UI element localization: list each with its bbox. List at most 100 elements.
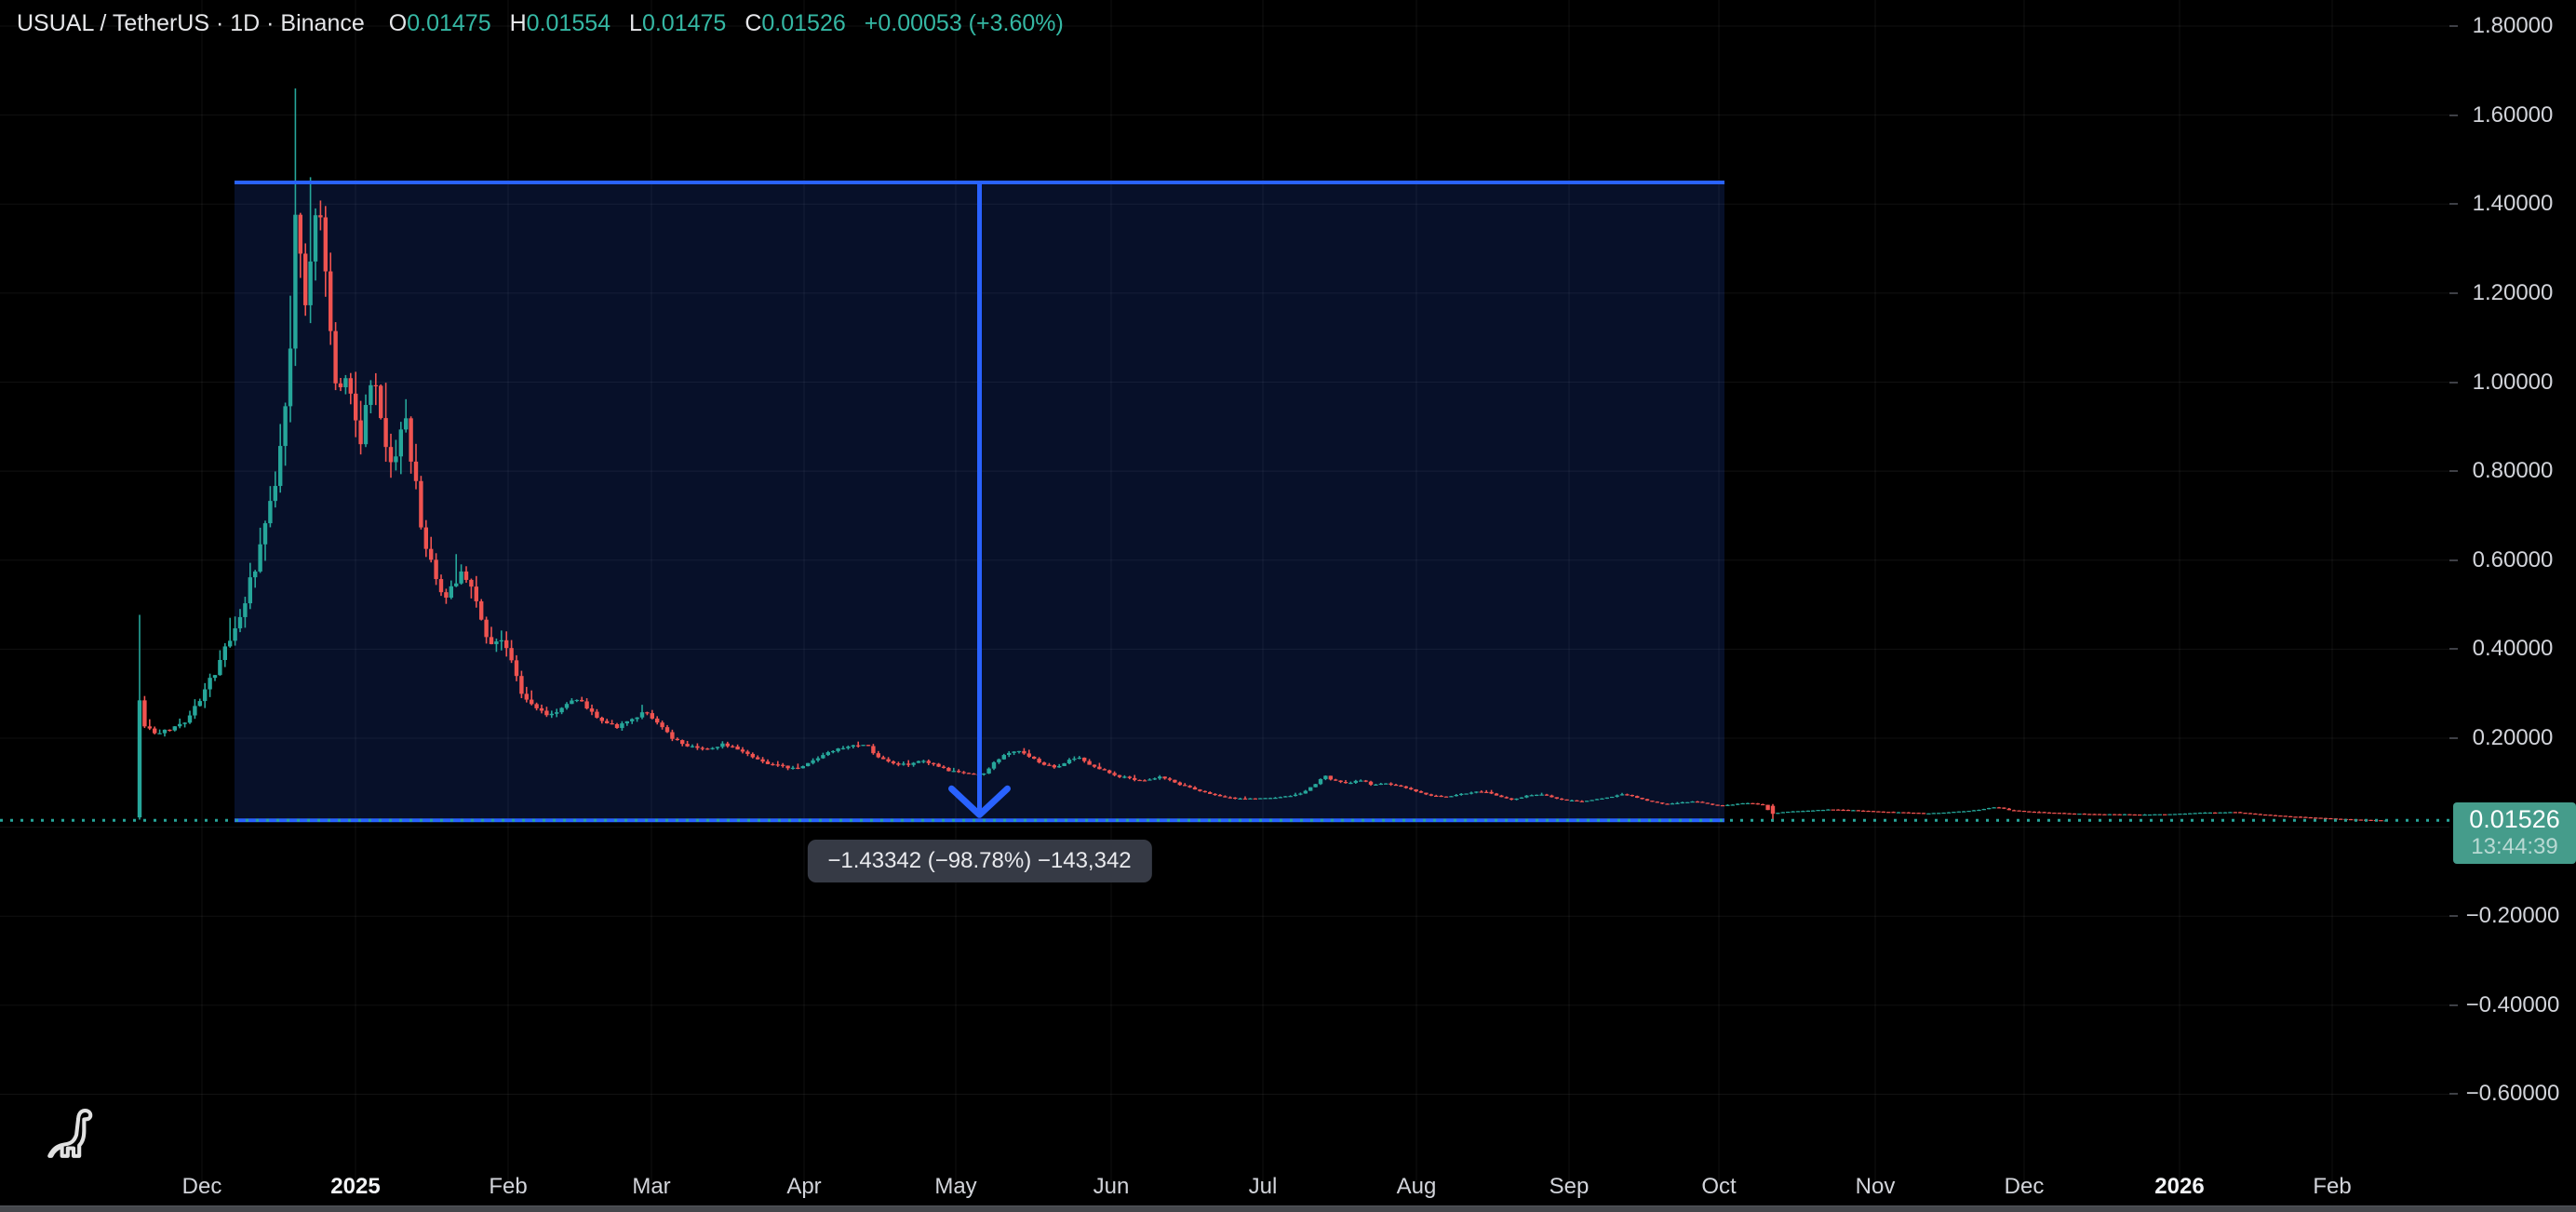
candle-body bbox=[1037, 759, 1041, 763]
candle-body bbox=[1418, 791, 1424, 793]
candle-body bbox=[1952, 812, 1956, 814]
candle-body bbox=[329, 271, 333, 331]
candle-body bbox=[639, 712, 645, 718]
candle-body bbox=[675, 738, 679, 741]
candle-body bbox=[2298, 816, 2303, 818]
dino-logo-icon bbox=[47, 1108, 93, 1158]
symbol-title[interactable]: USUAL / TetherUS · 1D · Binance bbox=[17, 10, 365, 36]
candle-body bbox=[509, 648, 514, 661]
candle-body bbox=[288, 348, 293, 407]
candle-body bbox=[2328, 817, 2333, 820]
price-axis-tick bbox=[2449, 736, 2458, 739]
candle-body bbox=[1162, 776, 1167, 779]
candle-body bbox=[1137, 779, 1142, 782]
candle-body bbox=[2247, 813, 2253, 815]
candle-body bbox=[1133, 777, 1137, 780]
candle-body bbox=[811, 760, 815, 763]
candle-body bbox=[1328, 775, 1333, 780]
candle-body bbox=[1690, 801, 1695, 803]
symbol-legend[interactable]: USUAL / TetherUS · 1D · Binance O0.01475 H… bbox=[17, 7, 1064, 39]
candle-body bbox=[1504, 797, 1509, 799]
candle-body bbox=[1288, 796, 1293, 798]
price-axis-label: 0.60000 bbox=[2472, 546, 2554, 572]
candle-body bbox=[2288, 815, 2293, 817]
candle-body bbox=[1368, 781, 1374, 785]
candle-body bbox=[1730, 804, 1735, 806]
candle-body bbox=[2197, 813, 2203, 815]
candle-body bbox=[1715, 804, 1720, 806]
candle-body bbox=[1971, 810, 1977, 812]
time-axis-label: Dec bbox=[181, 1174, 222, 1199]
last-price-badge[interactable]: 0.01526 13:44:39 bbox=[2453, 802, 2576, 865]
candle-body bbox=[524, 694, 529, 700]
price-axis-label: −0.20000 bbox=[2465, 903, 2560, 929]
candle-body bbox=[896, 763, 901, 765]
candle-body bbox=[745, 751, 750, 754]
candle-body bbox=[530, 699, 534, 705]
candle-body bbox=[1816, 810, 1820, 812]
candle-body bbox=[1147, 779, 1152, 781]
candle-body bbox=[348, 378, 353, 394]
candle-body bbox=[1057, 765, 1062, 768]
candle-body bbox=[840, 747, 846, 749]
candle-body bbox=[1600, 798, 1604, 800]
candle-body bbox=[1579, 801, 1584, 802]
candle-body bbox=[800, 766, 805, 769]
candle-body bbox=[1233, 797, 1238, 800]
candle-body bbox=[1112, 773, 1117, 775]
candle-body bbox=[2021, 810, 2027, 813]
candle-body bbox=[489, 637, 494, 644]
candle-body bbox=[1529, 795, 1534, 797]
time-axis-label: Nov bbox=[1855, 1174, 1896, 1199]
candle-body bbox=[1032, 756, 1037, 760]
candle-body bbox=[1479, 791, 1483, 793]
candle-body bbox=[1384, 783, 1389, 785]
candle-body bbox=[1117, 774, 1122, 777]
candle-body bbox=[1403, 786, 1408, 788]
candle-body bbox=[705, 748, 710, 750]
candle-body bbox=[1615, 795, 1619, 797]
candle-body bbox=[1158, 776, 1162, 779]
candle-body bbox=[1670, 803, 1675, 805]
candle-body bbox=[806, 762, 811, 767]
candle-body bbox=[932, 762, 936, 764]
candle-body bbox=[1535, 794, 1539, 796]
candle-body bbox=[1660, 802, 1665, 804]
candle-body bbox=[825, 752, 830, 756]
price-axis-tick bbox=[2449, 559, 2458, 561]
price-axis-tick bbox=[2449, 648, 2458, 651]
candle-body bbox=[2037, 812, 2042, 814]
candle-body bbox=[1494, 793, 1499, 796]
candle-body bbox=[1142, 780, 1147, 782]
candle-body bbox=[147, 726, 152, 729]
time-axis-label: Feb bbox=[2313, 1174, 2352, 1199]
candle-body bbox=[1308, 787, 1313, 791]
candle-body bbox=[1665, 803, 1670, 805]
candle-body bbox=[1921, 813, 1926, 815]
candle-body bbox=[1177, 782, 1182, 786]
candle-body bbox=[1937, 813, 1941, 815]
candle-body bbox=[1635, 796, 1640, 799]
candle-body bbox=[162, 729, 168, 734]
candle-body bbox=[1298, 793, 1303, 795]
candle-body bbox=[354, 393, 358, 421]
candle-body bbox=[459, 571, 463, 584]
candle-body bbox=[273, 486, 277, 502]
candle-body bbox=[570, 700, 574, 705]
candle-body bbox=[2207, 812, 2212, 815]
candle-body bbox=[1761, 803, 1765, 806]
candle-body bbox=[1640, 798, 1644, 800]
candle-body bbox=[1956, 811, 1961, 813]
price-axis[interactable]: 0.01526 13:44:39 1.80000 1.60000 1.40000 1.… bbox=[2449, 0, 2576, 1180]
candle-body bbox=[1313, 784, 1318, 788]
candle-body bbox=[1901, 812, 1906, 814]
candle-body bbox=[1590, 800, 1594, 801]
time-axis[interactable]: Dec 2025 Feb Mar Apr May Jun Jul Aug Sep Oct Nov Dec… bbox=[0, 1171, 2576, 1206]
candle-body bbox=[212, 675, 218, 679]
candle-body bbox=[1007, 752, 1012, 756]
candle-body bbox=[1102, 769, 1107, 771]
candle-body bbox=[218, 660, 222, 676]
candle-body bbox=[1560, 798, 1564, 801]
